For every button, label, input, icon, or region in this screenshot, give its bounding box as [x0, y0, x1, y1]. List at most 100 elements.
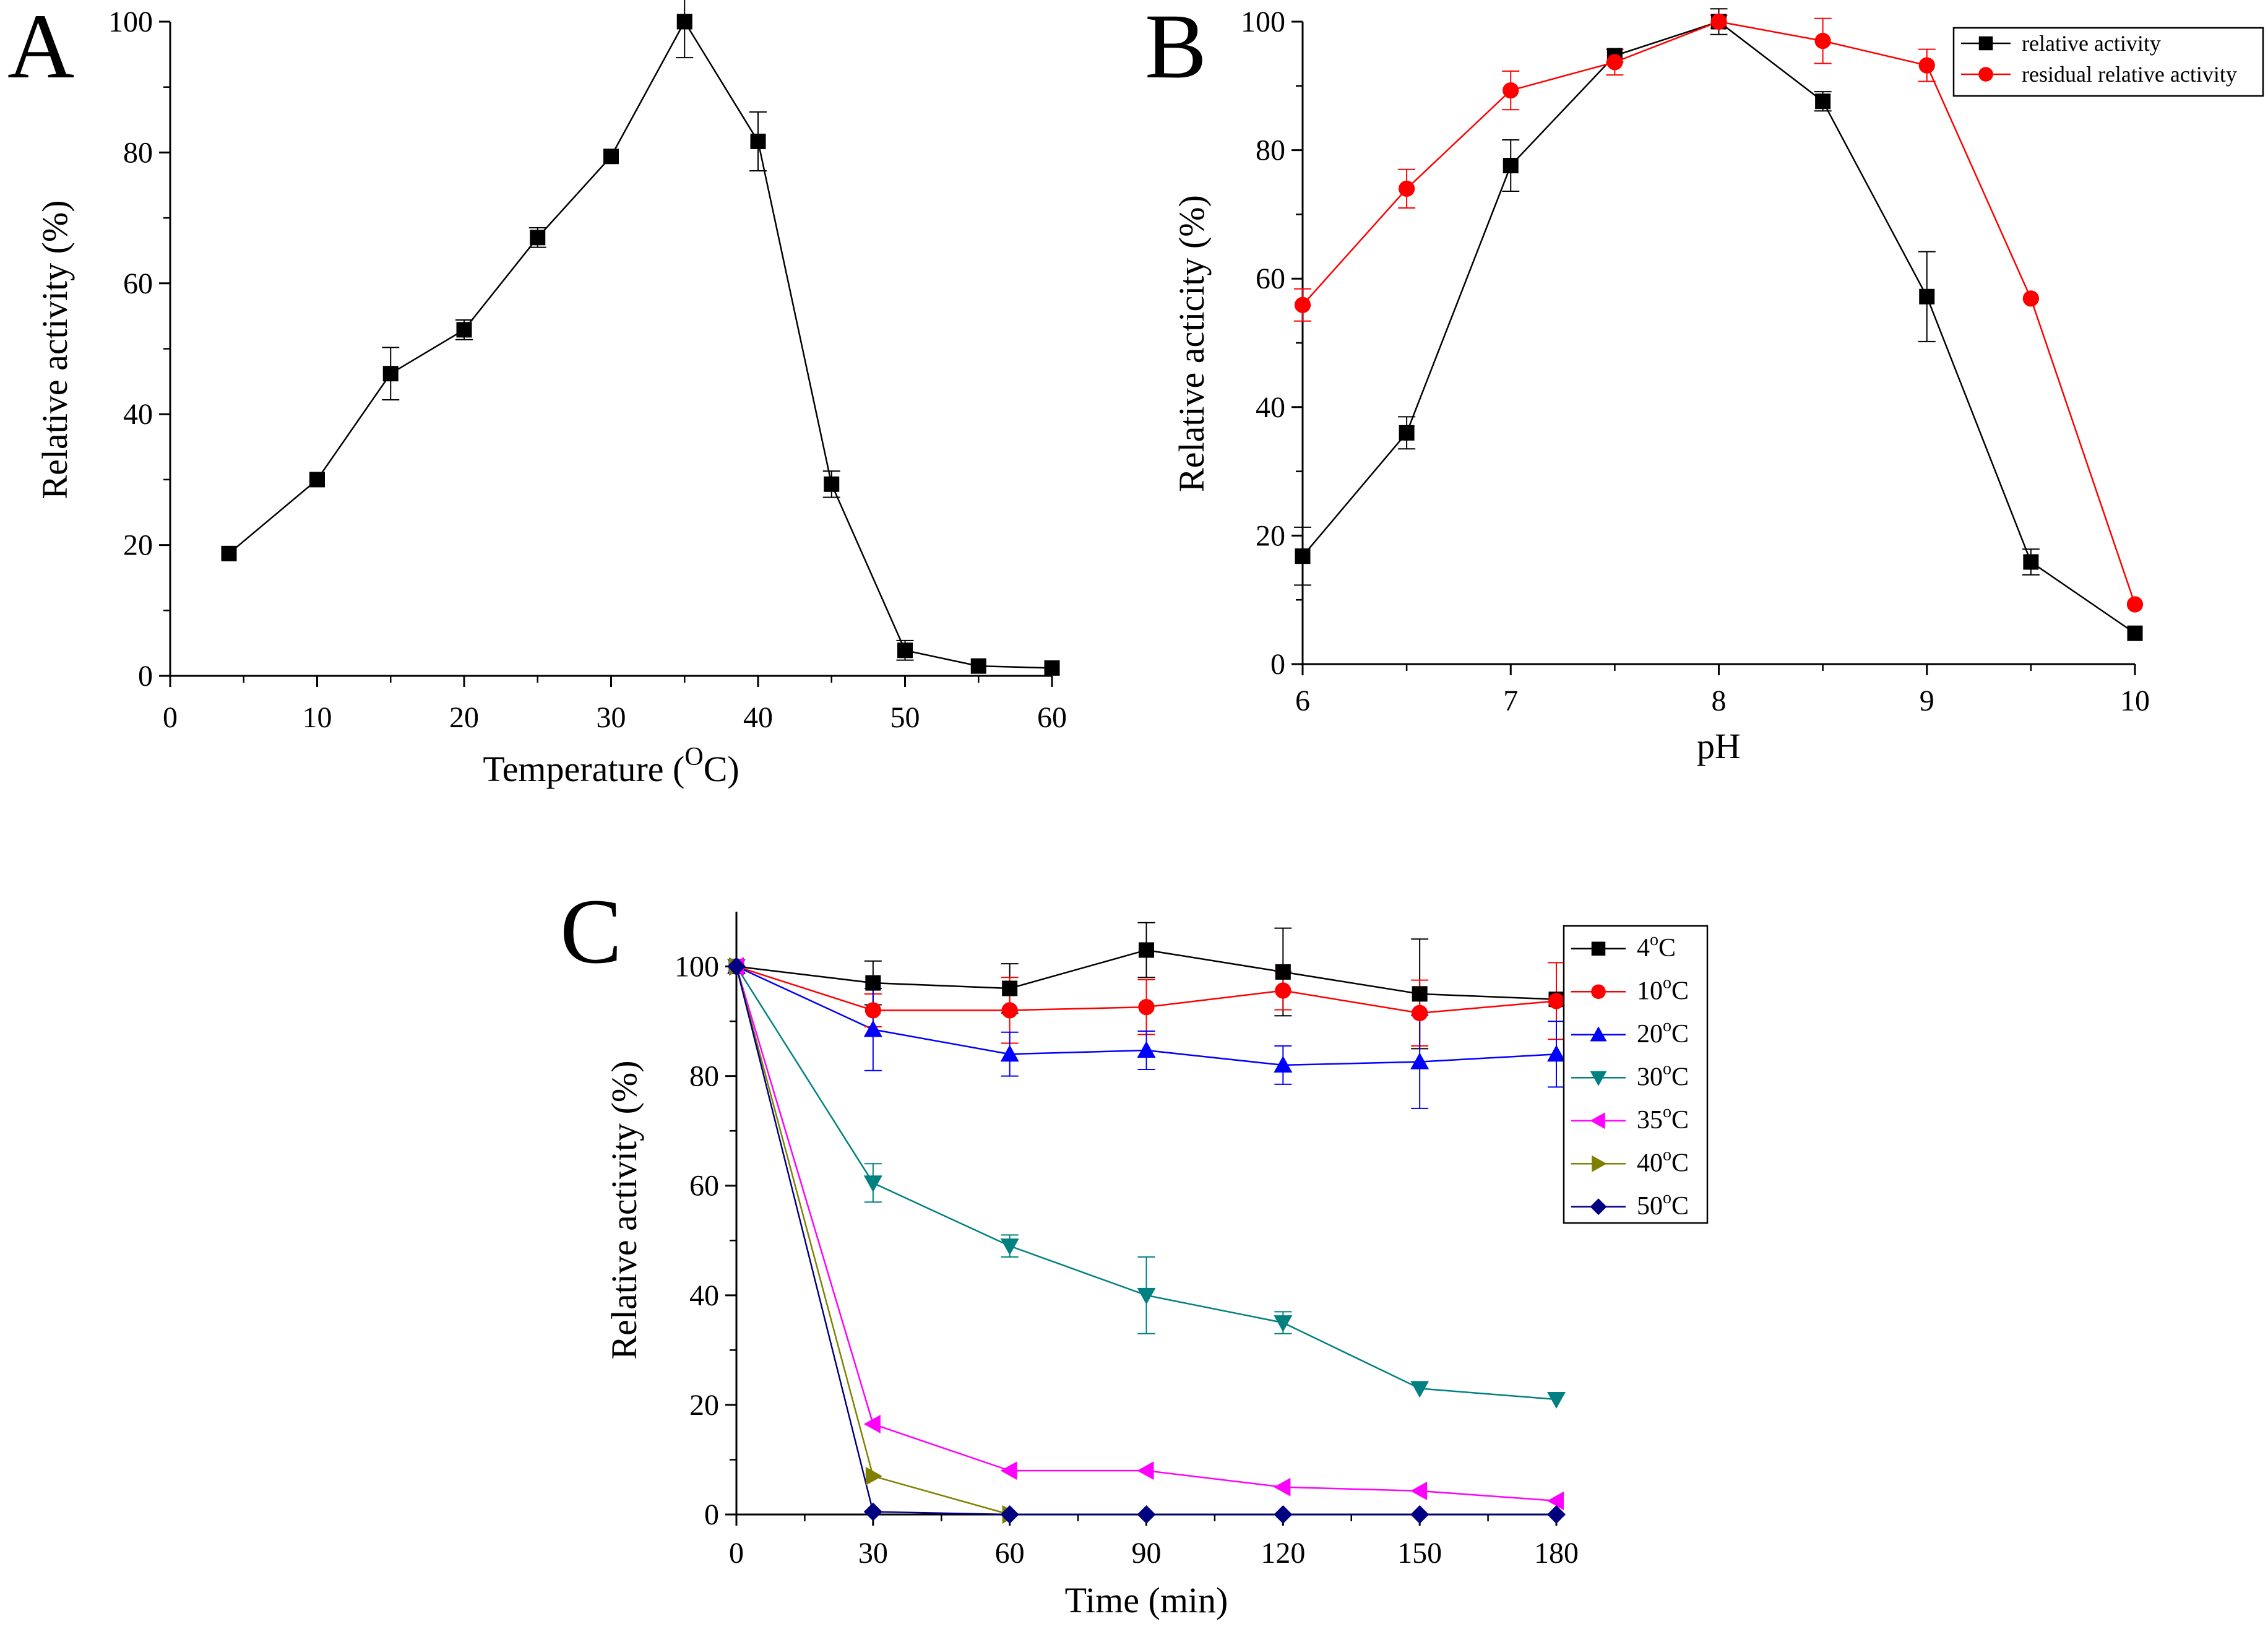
panel-b-y-axis-title: Relative acticity (%)	[1171, 195, 1212, 492]
panel-c-legend-marker	[1590, 1112, 1605, 1130]
panel-a-series-0-point	[530, 230, 546, 246]
panel-b-y-tick-label: 0	[1270, 648, 1285, 681]
panel-c-legend-degree: o	[1663, 973, 1671, 992]
panel-a-y-tick-label: 20	[123, 529, 153, 562]
panel-c-series-1-point	[1412, 1005, 1428, 1021]
panel-c-legend-unit: C	[1671, 1149, 1689, 1177]
panel-a-series-0-point	[970, 658, 986, 674]
panel-c-legend-unit: C	[1671, 1192, 1689, 1221]
panel-b-series-1-point	[1710, 13, 1727, 30]
panel-a-series-0-point	[382, 366, 399, 382]
panel-b-legend-label: residual relative activity	[2022, 62, 2237, 87]
panel-c-x-tick-label: 60	[995, 1537, 1025, 1570]
panel-c-legend-marker	[1590, 1198, 1607, 1216]
panel-b-legend-box	[1952, 27, 2264, 97]
panel-c-series-3-point	[1274, 1315, 1293, 1333]
panel-c-legend-marker	[1591, 984, 1606, 1000]
panel-c-legend-degree: o	[1650, 930, 1658, 949]
panel-b-x-tick-label: 10	[2120, 685, 2150, 717]
panel-a-x-tick-label: 60	[1037, 701, 1067, 734]
panel-c-series-6-point	[727, 957, 746, 976]
panel-c-series-6-point	[1137, 1505, 1156, 1524]
panel-b-series-0-point	[1295, 548, 1311, 564]
panel-b-y-tick-label: 40	[1256, 391, 1285, 424]
panel-c-letter: C	[560, 880, 622, 983]
panel-a-series-0-point	[897, 642, 913, 659]
panel-b-series-1-point	[1606, 54, 1623, 71]
panel-c-series-1-point	[865, 1002, 881, 1019]
panel-c-x-tick-label: 0	[729, 1537, 744, 1570]
panel-c-y-axis-title: Relative activity (%)	[604, 1060, 644, 1359]
panel-c-series-6-point	[1547, 1505, 1566, 1524]
panel-b-series-1-point	[1399, 180, 1415, 197]
panel-b-legend: relative activity residual relative activ…	[1952, 27, 2264, 97]
panel-c-series-0-point	[1002, 980, 1018, 996]
panel-c-y-tick-label: 60	[689, 1170, 719, 1203]
panel-c-x-tick-label: 90	[1132, 1537, 1162, 1570]
panel-b-series-1-point	[1503, 82, 1519, 99]
panel-a-x-tick-label: 20	[449, 701, 479, 734]
panel-a-y-tick-label: 100	[108, 6, 153, 38]
panel-b-series-0-point	[1815, 93, 1831, 110]
panel-c-legend-box	[1563, 925, 1709, 1224]
panel-c-series-6-point	[1274, 1505, 1293, 1524]
panel-b-x-tick-label: 8	[1712, 685, 1727, 717]
panel-c-series-1-point	[1548, 993, 1565, 1009]
panel-c-series-1-point	[1138, 998, 1155, 1016]
panel-c-series-2-point	[863, 1020, 882, 1037]
panel-a-series-0-line	[228, 20, 1053, 669]
panel-b-series-0-point	[1399, 425, 1415, 441]
panel-c-legend-degree: o	[1663, 1188, 1671, 1208]
panel-c-series-4-point	[1000, 1461, 1017, 1480]
panel-b-series-0-point	[2023, 554, 2039, 570]
panel-b-series-0-line	[1302, 20, 2136, 634]
panel-b-y-tick-label: 80	[1256, 134, 1285, 167]
panel-c-legend-marker	[1592, 1155, 1607, 1172]
panel-c-legend-degree: o	[1663, 1102, 1671, 1121]
panel-b-x-tick-label: 9	[1920, 685, 1934, 717]
panel-b-legend-marker	[1978, 67, 1993, 82]
panel-b-y-tick-label: 60	[1256, 262, 1285, 295]
panel-a-x-tick-label: 30	[597, 701, 626, 734]
panel-c-legend-marker	[1591, 941, 1606, 956]
panel-c-series-0-point	[1412, 986, 1428, 1002]
panel-c-legend-unit: C	[1671, 977, 1689, 1005]
panel-c-series-5-point	[865, 1467, 882, 1486]
panel-c-y-tick-label: 100	[675, 951, 719, 983]
panel-a-series-0-point	[309, 472, 325, 488]
panel-b-series-1-point	[2126, 596, 2144, 613]
panel-a-x-tick-label: 40	[743, 701, 773, 734]
panel-c-series-4-point	[1274, 1477, 1291, 1497]
panel-b-y-tick-label: 100	[1241, 6, 1285, 38]
panel-a-x-axis-title-sup: O	[684, 743, 703, 771]
panel-a-y-tick-label: 0	[138, 660, 153, 693]
panel-a-y-axis-title: Relative activity (%)	[35, 200, 75, 499]
panel-c-x-tick-label: 30	[858, 1537, 888, 1570]
panel-c-series-3-point	[1000, 1238, 1019, 1256]
panel-c-legend-unit: C	[1671, 1063, 1689, 1091]
panel-b-series-0-point	[2127, 625, 2143, 641]
panel-c-legend-unit: C	[1658, 934, 1676, 962]
panel-c-x-tick-label: 150	[1397, 1537, 1442, 1570]
panel-c-y-tick-label: 20	[689, 1389, 719, 1422]
panel-b-series-1-point	[1918, 57, 1935, 74]
panel-c-x-tick-label: 180	[1534, 1537, 1579, 1570]
panel-c-series-6-point	[1000, 1505, 1019, 1524]
panel-c-y-tick-label: 40	[689, 1279, 719, 1312]
panel-a-y-tick-label: 80	[123, 136, 153, 169]
panel-c-series-3-point	[1410, 1381, 1429, 1398]
panel-a-series-0-point	[676, 14, 692, 30]
panel-c-legend-marker	[1590, 1071, 1607, 1086]
panel-c-x-axis-title: Time (min)	[1065, 1580, 1228, 1620]
panel-a-y-tick-label: 60	[123, 267, 153, 300]
panel-a-letter: A	[7, 0, 74, 98]
panel-c-series-3-point	[1137, 1287, 1156, 1305]
panel-b-x-tick-label: 6	[1295, 685, 1310, 717]
panel-b-series-1-point	[2022, 290, 2039, 307]
panel-c-series-0-point	[1275, 964, 1291, 980]
panel-a-x-tick-label: 10	[303, 701, 332, 734]
panel-c-series-2-point	[1137, 1041, 1156, 1058]
panel-b-series-0-point	[1919, 288, 1935, 305]
